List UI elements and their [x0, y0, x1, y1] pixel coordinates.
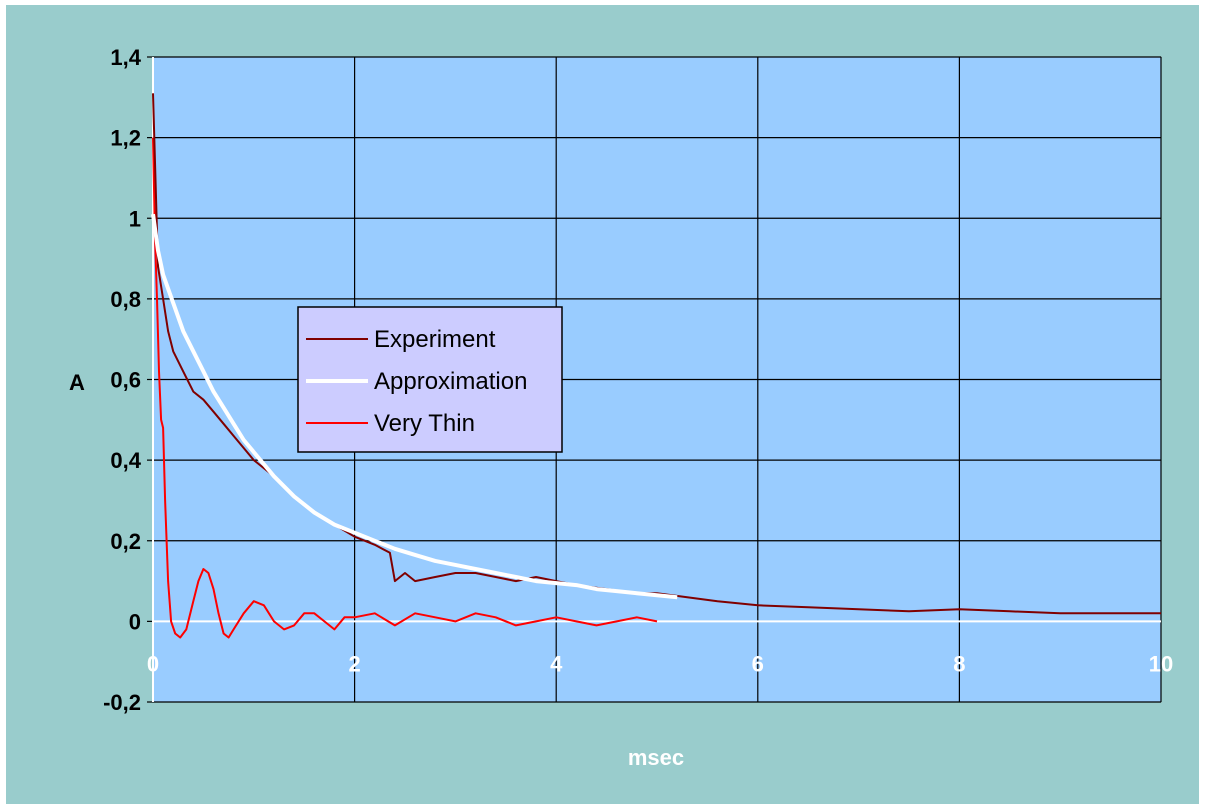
- x-axis-title: msec: [628, 745, 684, 770]
- y-tick-labels: -0,2 0 0,2 0,4 0,6 0,8 1 1,2 1,4: [103, 45, 142, 715]
- series-line-very-thin: [152, 137, 658, 639]
- x-tick-label: 2: [348, 651, 360, 676]
- chart-svg: -0,200,20,40,60,811,21,4 0 2 4 6 8 10 A msec …: [69, 45, 1173, 770]
- y-tick-label: 0,2: [110, 529, 141, 554]
- legend-label-experiment: Experiment: [374, 326, 496, 353]
- y-tick-label: 0,4: [110, 448, 141, 473]
- series-line-approximation: [151, 213, 678, 600]
- x-tick-label: 10: [1149, 651, 1173, 676]
- legend: Experiment Approximation Very Thin: [297, 306, 563, 453]
- legend-label-very-thin: Very Thin: [374, 410, 475, 437]
- y-tick-label: 0: [129, 609, 141, 634]
- y-tick-label: 0,6: [110, 368, 141, 393]
- series-layer: [151, 93, 1161, 639]
- y-tick-label: 0,8: [110, 287, 141, 312]
- y-axis-title: A: [69, 370, 85, 395]
- x-tick-labels: 0 2 4 6 8 10: [147, 651, 1173, 676]
- legend-label-approximation: Approximation: [374, 368, 527, 395]
- y-tick-label: 1,4: [110, 45, 141, 70]
- x-tick-label: 0: [147, 651, 159, 676]
- y-tick-label: 1: [129, 206, 141, 231]
- x-tick-label: 6: [752, 651, 764, 676]
- chart-area: -0,2 0 0,2 0,4 0,6 0,8 1 1,2 1,4 0 2 4 6 8 10 A msec …: [6, 5, 1199, 804]
- y-tick-label: 1,2: [110, 126, 141, 151]
- y-tick-label: -0,2: [103, 690, 141, 715]
- x-tick-label: 4: [550, 651, 563, 676]
- series-line-experiment: [152, 93, 1161, 615]
- x-tick-label: 8: [953, 651, 965, 676]
